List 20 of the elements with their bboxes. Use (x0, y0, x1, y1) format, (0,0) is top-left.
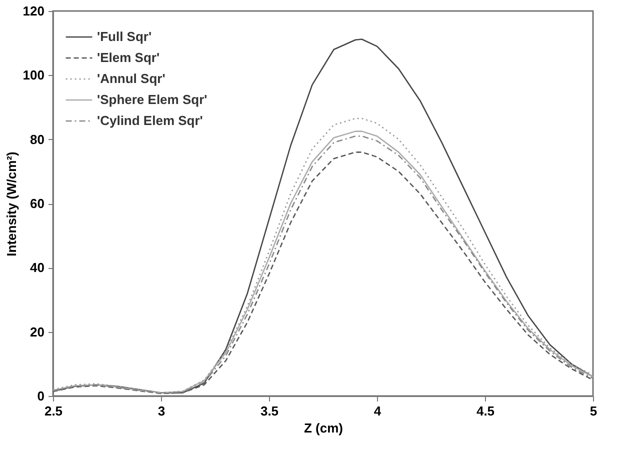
legend-label: 'Elem Sqr' (97, 50, 160, 65)
y-tick-label: 20 (30, 324, 44, 340)
x-axis-title: Z (cm) (304, 420, 343, 436)
y-tick-label: 40 (30, 260, 44, 276)
y-tick-label: 0 (37, 388, 44, 404)
x-tick-label: 4.5 (476, 404, 495, 418)
x-tick-label: 3 (158, 404, 166, 418)
y-tick-label: 100 (22, 68, 44, 83)
y-axis-title: Intensity (W/cm²) (4, 152, 19, 256)
y-tick-label: 60 (30, 196, 44, 211)
x-tick-label: 5 (590, 404, 598, 418)
x-tick-label: 4 (374, 404, 382, 418)
legend-label: 'Annul Sqr' (97, 71, 166, 86)
y-tick-label: 120 (22, 4, 44, 18)
legend-label: 'Sphere Elem Sqr' (97, 92, 208, 107)
y-tick-label: 80 (30, 132, 44, 147)
legend-label: 'Full Sqr' (97, 29, 152, 44)
legend-label: 'Cylind Elem Sqr' (97, 113, 203, 128)
x-tick-label: 2.5 (44, 404, 63, 418)
x-tick-label: 3.5 (260, 404, 279, 418)
